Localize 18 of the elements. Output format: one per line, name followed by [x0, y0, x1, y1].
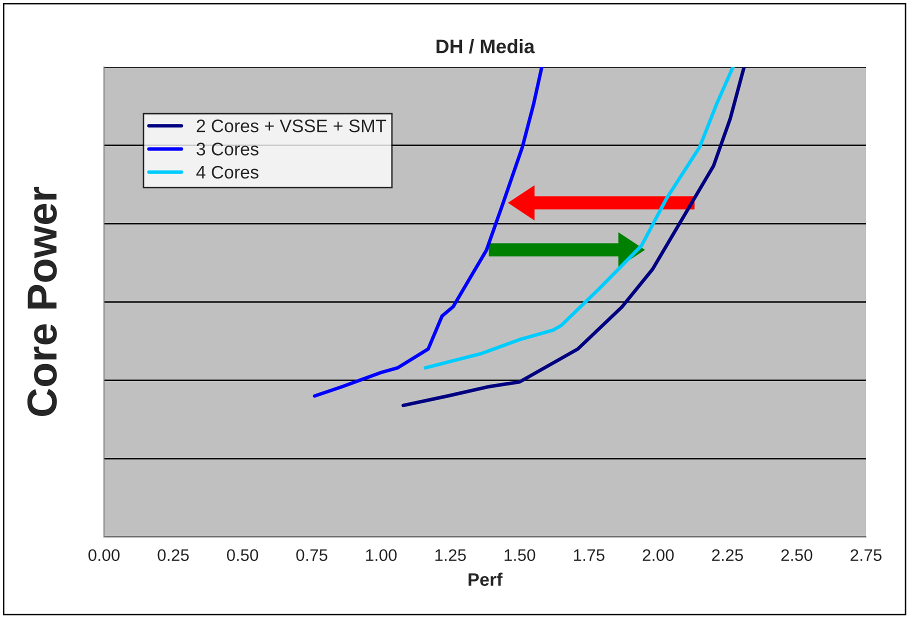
x-tick-label: 2.00	[642, 549, 674, 562]
x-tick-label: 2.25	[712, 549, 743, 562]
x-tick-label: 0.25	[158, 549, 189, 562]
chart-title: DH / Media	[436, 39, 535, 54]
x-tick-label: 2.75	[850, 549, 882, 562]
x-tick-label: 1.25	[435, 549, 466, 562]
y-axis-title: Core Power	[27, 186, 57, 416]
x-tick-label: 1.50	[504, 549, 536, 562]
legend-label: 4 Cores	[196, 166, 258, 179]
legend-label: 3 Cores	[196, 142, 258, 156]
x-tick-label: 0.00	[88, 549, 120, 562]
x-tick-label: 0.50	[226, 549, 258, 562]
legend-label: 2 Cores + VSSE + SMT	[196, 120, 386, 132]
x-tick-label: 2.50	[781, 549, 812, 562]
x-axis-title: Perf	[468, 572, 503, 586]
x-tick-label: 1.75	[574, 549, 604, 562]
x-tick-label: 0.75	[296, 549, 328, 562]
x-tick-label: 1.00	[366, 549, 397, 562]
